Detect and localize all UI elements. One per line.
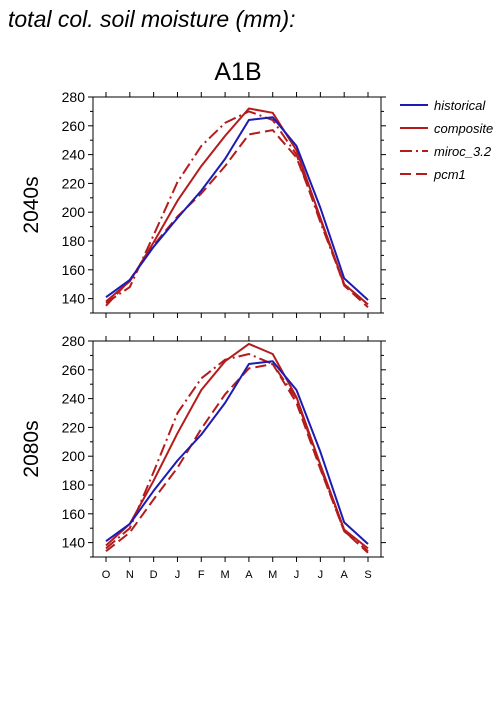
panel-2040s: 140 160 180 200 220 240 260 280 2040s — [20, 89, 386, 318]
y-tick-label: 280 — [62, 89, 86, 105]
y-tick-label: 260 — [62, 362, 86, 378]
y-tick-label: 260 — [62, 118, 86, 134]
series-line-composite — [105, 107, 369, 306]
y-tick-label: 200 — [62, 204, 86, 220]
x-tick-label: M — [221, 569, 230, 581]
legend-label: miroc_3.2 — [434, 144, 492, 159]
x-tick-label: O — [102, 569, 111, 581]
y-tick-label: 220 — [62, 175, 86, 191]
y-tick-label: 140 — [62, 535, 86, 551]
series-line-historical — [105, 360, 369, 545]
y-tick-label: 180 — [62, 233, 86, 249]
legend-label: historical — [434, 98, 486, 113]
series-line-miroc_3.2 — [105, 110, 369, 306]
x-tick-label: D — [150, 569, 158, 581]
plot-frame — [92, 340, 382, 558]
chart-panels: 140 160 180 200 220 240 260 280 2040s 140 160 180 20… — [20, 89, 386, 581]
x-tick-label: J — [318, 569, 324, 581]
x-tick-label: J — [294, 569, 300, 581]
legend-item-pcm1: pcm1 — [400, 167, 466, 182]
y-tick-label: 240 — [62, 147, 86, 163]
legend-label: composite — [434, 121, 493, 136]
plot-frame — [92, 96, 382, 314]
x-tick-label: N — [126, 569, 134, 581]
row-label: 2040s — [20, 176, 43, 233]
y-tick-label: 240 — [62, 391, 86, 407]
row-label: 2080s — [20, 420, 43, 477]
legend-item-composite: composite — [400, 121, 493, 136]
y-tick-label: 280 — [62, 333, 86, 349]
legend-item-miroc_3.2: miroc_3.2 — [400, 144, 492, 159]
series-line-composite — [105, 342, 369, 550]
x-tick-label: A — [245, 569, 253, 581]
series-line-pcm1 — [105, 129, 369, 308]
x-tick-label: A — [341, 569, 349, 581]
x-tick-label: S — [364, 569, 371, 581]
legend-item-historical: historical — [400, 98, 486, 113]
x-tick-label: J — [175, 569, 181, 581]
y-tick-label: 140 — [62, 291, 86, 307]
figure-title: total col. soil moisture (mm): — [8, 6, 296, 32]
x-tick-label: M — [268, 569, 277, 581]
x-tick-label: F — [198, 569, 205, 581]
legend: historical composite miroc_3.2 pcm1 — [400, 98, 493, 182]
y-tick-label: 200 — [62, 448, 86, 464]
series-line-historical — [105, 116, 369, 301]
y-tick-label: 160 — [62, 506, 86, 522]
y-tick-label: 160 — [62, 262, 86, 278]
y-tick-label: 220 — [62, 419, 86, 435]
legend-label: pcm1 — [433, 167, 466, 182]
series-line-pcm1 — [105, 363, 369, 554]
scenario-label: A1B — [214, 58, 261, 86]
panel-2080s: 140 160 180 200 220 240 260 280 O N D J F M A M J J A S 2080… — [20, 333, 386, 581]
y-tick-label: 180 — [62, 477, 86, 493]
